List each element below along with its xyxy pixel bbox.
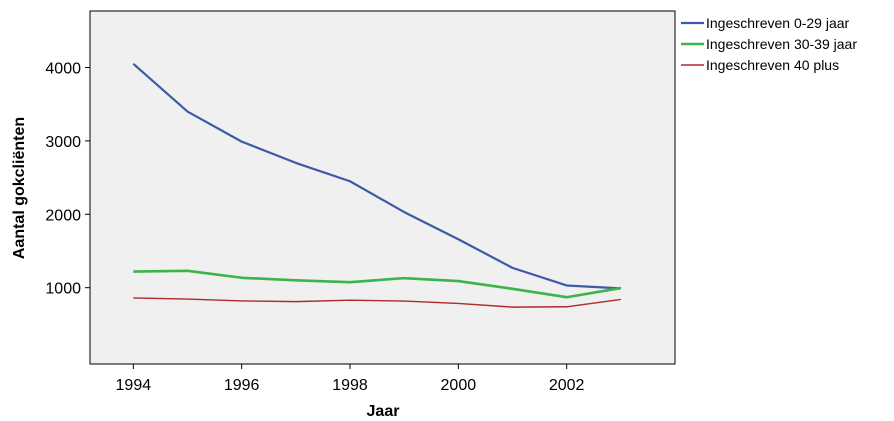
y-tick-label: 1000 xyxy=(45,281,81,298)
x-tick-label: 2002 xyxy=(549,377,585,394)
legend-label: Ingeschreven 30-39 jaar xyxy=(706,36,857,52)
legend: Ingeschreven 0-29 jaar Ingeschreven 30-39… xyxy=(681,15,857,73)
x-axis: 1994 1996 1998 2000 2002 xyxy=(116,364,585,394)
legend-label: Ingeschreven 40 plus xyxy=(706,57,839,73)
y-tick-label: 2000 xyxy=(45,207,81,224)
y-tick-label: 3000 xyxy=(45,134,81,151)
legend-item: Ingeschreven 40 plus xyxy=(681,57,839,73)
series-line-3 xyxy=(133,297,621,308)
y-axis: 1000 2000 3000 4000 xyxy=(45,61,90,298)
plot-area xyxy=(89,10,676,365)
y-axis-title: Aantal gokcliënten xyxy=(11,117,28,259)
series-lines xyxy=(132,63,622,308)
x-axis-title: Jaar xyxy=(367,403,400,420)
x-tick-label: 1998 xyxy=(332,377,368,394)
x-tick-label: 2000 xyxy=(441,377,477,394)
y-tick-label: 4000 xyxy=(45,61,81,78)
legend-label: Ingeschreven 0-29 jaar xyxy=(706,15,850,31)
legend-item: Ingeschreven 0-29 jaar xyxy=(681,15,850,31)
x-tick-label: 1994 xyxy=(116,377,152,394)
x-tick-label: 1996 xyxy=(224,377,260,394)
series-line-1 xyxy=(132,63,621,290)
legend-item: Ingeschreven 30-39 jaar xyxy=(681,36,857,52)
series-line-2 xyxy=(133,269,622,299)
